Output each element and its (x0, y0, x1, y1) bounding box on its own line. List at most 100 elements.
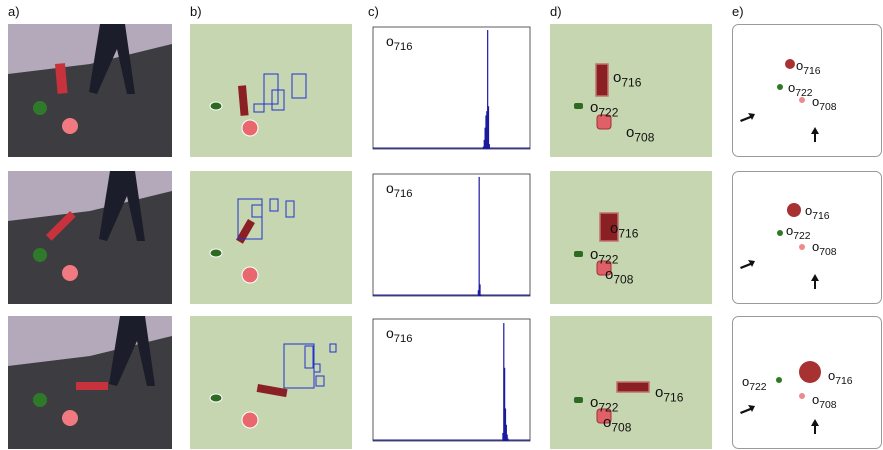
segment-pink (241, 411, 259, 429)
label-sub: 722 (793, 231, 811, 242)
segmentation-bg (190, 24, 352, 157)
label-sub: 708 (819, 400, 837, 411)
segment-red (256, 384, 288, 398)
object-label: o722 (590, 394, 619, 415)
histogram-bar (487, 106, 490, 149)
object-label: o708 (605, 266, 634, 287)
photo-wall (8, 24, 172, 74)
object-green (574, 397, 583, 403)
label-base: o (386, 325, 394, 341)
map-green (777, 230, 783, 236)
segment-green (209, 101, 223, 111)
label-sub: 716 (394, 188, 413, 200)
label-base: o (812, 392, 819, 407)
map-pink (799, 97, 805, 103)
label-base: o (796, 58, 803, 73)
object-red (595, 63, 609, 97)
map-red (787, 203, 801, 217)
photo-pink-ball (62, 410, 78, 426)
label-base: o (828, 368, 835, 383)
candidate-box (237, 198, 263, 240)
object-label: o716 (796, 58, 821, 77)
map-pink (799, 244, 805, 250)
segment-pink (241, 119, 259, 137)
histogram-bar (485, 115, 487, 149)
label-sub: 716 (812, 211, 830, 222)
segmentation-bg (190, 171, 352, 304)
object-pink (596, 114, 612, 130)
label-sub: 708 (611, 421, 631, 435)
object-label: o722 (788, 80, 813, 99)
histogram-bar (479, 284, 481, 296)
object-label: o716 (828, 368, 853, 387)
object-label: o708 (812, 239, 837, 258)
histogram-bar (504, 367, 506, 441)
label-sub: 708 (819, 247, 837, 258)
panel-label: b) (190, 4, 202, 19)
object-view-bg (550, 171, 712, 304)
segment-pink (241, 266, 259, 284)
label-sub: 722 (598, 106, 618, 120)
photo-green-ball (33, 101, 47, 115)
histogram-bar (482, 146, 485, 149)
label-base: o (742, 374, 749, 389)
label-base: o (590, 246, 598, 263)
histogram-bar (505, 424, 507, 441)
candidate-box (315, 375, 325, 387)
label-sub: 716 (835, 376, 853, 387)
object-red (599, 212, 619, 242)
map-red (799, 361, 821, 383)
panel-label: c) (368, 4, 379, 19)
segment-red (235, 219, 255, 244)
label-sub: 716 (803, 66, 821, 77)
histogram-bar (483, 139, 485, 149)
map-green (776, 377, 782, 383)
map-frame (732, 171, 882, 304)
photo-legs (89, 24, 135, 94)
label-base: o (788, 80, 795, 95)
map-arrow-left (740, 113, 755, 122)
histogram-bar (504, 408, 507, 441)
candidate-box (253, 103, 265, 113)
label-base: o (786, 223, 793, 238)
map-green (777, 84, 783, 90)
object-green (574, 103, 583, 109)
label-sub: 722 (598, 401, 618, 415)
label-sub: 716 (394, 333, 413, 345)
histogram-bar (486, 111, 488, 149)
map-arrow-up (811, 419, 819, 434)
label-base: o (590, 99, 598, 116)
object-label: o722 (742, 374, 767, 393)
label-base: o (812, 239, 819, 254)
object-label: o716 (386, 325, 412, 345)
label-sub: 708 (613, 273, 633, 287)
candidate-box (304, 345, 314, 369)
object-label: o716 (655, 384, 684, 405)
segmentation-bg (190, 316, 352, 449)
object-label: o716 (386, 180, 412, 200)
candidate-box (329, 343, 337, 353)
histogram-frame (372, 26, 531, 150)
candidate-box (313, 363, 321, 373)
label-base: o (655, 384, 663, 401)
candidate-box (291, 73, 307, 99)
object-label: o722 (590, 99, 619, 120)
label-base: o (603, 414, 611, 431)
histogram-bar (484, 127, 486, 149)
label-base: o (626, 124, 634, 141)
label-sub: 708 (634, 131, 654, 145)
label-base: o (812, 94, 819, 109)
object-label: o708 (812, 94, 837, 113)
object-label: o708 (812, 392, 837, 411)
label-base: o (605, 266, 613, 283)
object-label: o716 (805, 203, 830, 222)
photo-red-object (55, 63, 68, 94)
label-base: o (805, 203, 812, 218)
candidate-box (263, 73, 279, 105)
map-arrow-left (740, 260, 755, 269)
object-pink (596, 260, 612, 276)
panel-label: d) (550, 4, 562, 19)
label-base: o (386, 33, 394, 49)
label-sub: 722 (749, 382, 767, 393)
